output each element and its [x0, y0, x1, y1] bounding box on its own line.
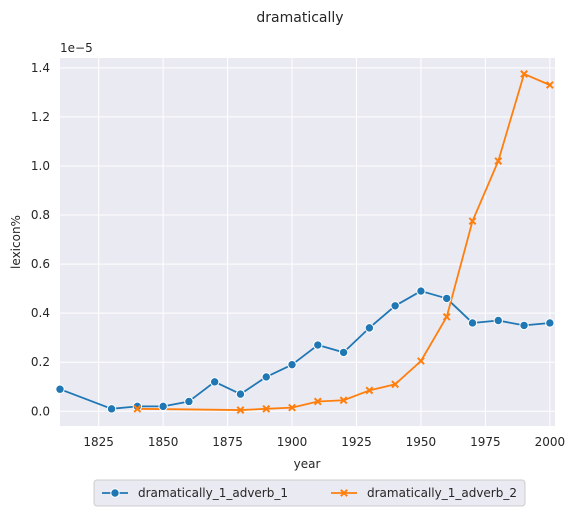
y-axis-label: lexicon% [9, 215, 23, 269]
marker-stroke [262, 404, 271, 413]
x-tick-label: 1950 [406, 435, 437, 449]
marker-stroke [468, 217, 477, 226]
marker-stroke [288, 403, 296, 412]
data-point [494, 157, 503, 165]
data-point [390, 301, 400, 311]
marker-stroke [442, 312, 451, 321]
marker-stroke [494, 157, 503, 165]
marker-stroke [339, 396, 348, 405]
x-tick-label: 1875 [212, 435, 243, 449]
legend-label: dramatically_1_adverb_1 [138, 486, 288, 500]
data-point [520, 70, 528, 78]
x-tick-label: 1925 [341, 435, 372, 449]
data-point [209, 377, 220, 387]
x-tick-label: 1825 [83, 435, 114, 449]
data-point [287, 359, 297, 370]
y-tick-label: 0.6 [31, 257, 50, 271]
y-tick-label: 0.4 [31, 306, 50, 320]
data-point [313, 397, 322, 406]
marker-stroke [340, 489, 348, 497]
data-point [313, 340, 323, 350]
marker-stroke [545, 81, 554, 89]
marker-stroke [417, 357, 425, 365]
data-point [468, 217, 477, 226]
data-point [106, 404, 117, 414]
data-point [493, 315, 503, 326]
data-point [467, 318, 478, 328]
y-tick-label: 0.8 [31, 208, 50, 222]
data-point [55, 384, 65, 394]
data-point [365, 386, 374, 395]
legend-swatch-marker [110, 488, 120, 498]
legend-swatch-marker [340, 489, 348, 497]
data-point [132, 401, 143, 412]
data-point [261, 372, 271, 382]
data-point [133, 404, 142, 413]
marker-stroke [391, 380, 400, 389]
y-offset-text: 1e−5 [60, 41, 93, 55]
data-point [262, 404, 271, 413]
series-markers [55, 70, 555, 414]
data-point [158, 401, 168, 412]
marker-stroke [236, 406, 245, 414]
x-tick-label: 1975 [470, 435, 501, 449]
data-point [364, 323, 375, 333]
legend-label: dramatically_1_adverb_2 [367, 486, 517, 500]
x-axis-label: year [294, 457, 321, 471]
data-point [442, 312, 451, 321]
plot-area [60, 58, 555, 426]
data-point [338, 347, 349, 358]
legend: dramatically_1_adverb_1 dramatically_1_ad… [93, 479, 526, 507]
data-point [545, 318, 555, 328]
x-ticks: 1825 1850 1875 1900 1925 1950 1975 2000 [83, 435, 565, 449]
data-point [442, 293, 452, 304]
y-tick-label: 1.0 [31, 159, 50, 173]
marker-stroke [520, 70, 528, 78]
legend-entries: dramatically_1_adverb_1 dramatically_1_ad… [102, 486, 517, 500]
y-tick-label: 1.2 [31, 110, 50, 124]
data-point [235, 389, 246, 399]
y-tick-label: 0.2 [31, 355, 50, 369]
data-point [288, 403, 296, 412]
grid [60, 58, 555, 426]
legend-frame [93, 479, 526, 507]
data-point [339, 396, 348, 405]
y-ticks: 0.0 0.2 0.4 0.6 0.8 1.0 1.2 1.4 [31, 61, 50, 418]
chart-title: dramatically [256, 10, 343, 26]
series-line-2 [137, 73, 551, 411]
data-point [519, 320, 529, 331]
data-point [236, 406, 245, 414]
data-point [417, 357, 425, 365]
x-tick-label: 1900 [277, 435, 308, 449]
y-tick-label: 0.0 [31, 404, 50, 418]
marker-stroke [313, 397, 322, 406]
data-point [545, 81, 554, 89]
data-point [416, 286, 426, 296]
marker-stroke [133, 404, 142, 413]
y-tick-label: 1.4 [31, 61, 50, 75]
marker-stroke [365, 386, 374, 395]
x-tick-label: 1850 [148, 435, 179, 449]
data-point [391, 380, 400, 389]
x-tick-label: 2000 [535, 435, 566, 449]
data-point [184, 396, 194, 407]
